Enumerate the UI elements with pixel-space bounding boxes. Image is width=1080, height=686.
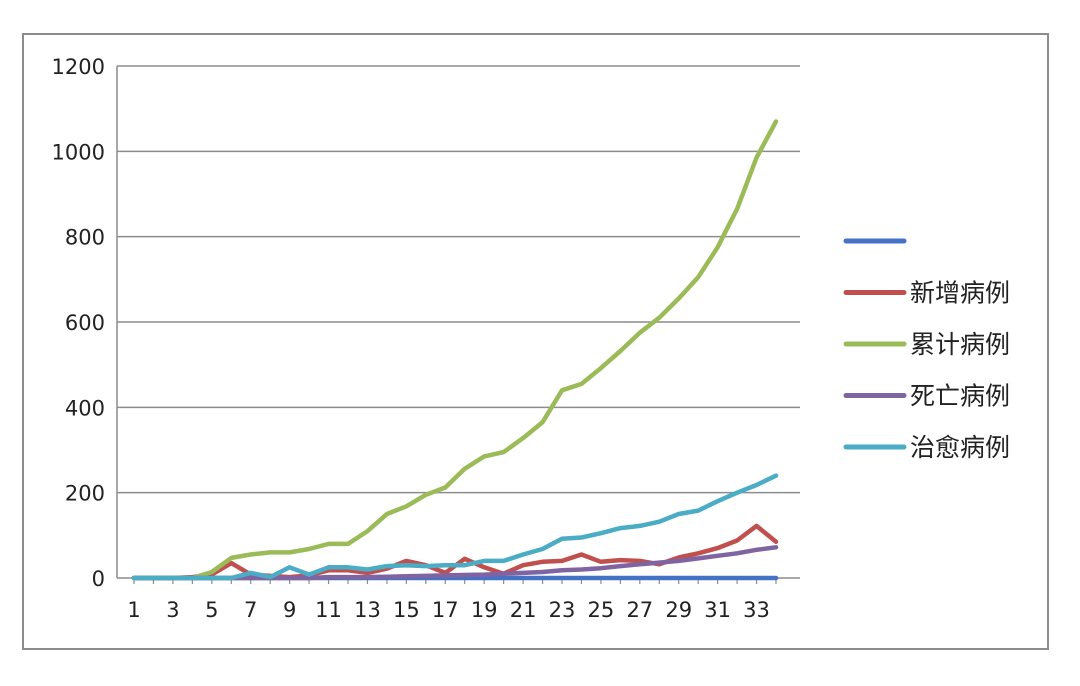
x-tick-label: 7 xyxy=(244,598,257,622)
series-line-2 xyxy=(131,523,779,581)
x-tick-label: 25 xyxy=(588,598,615,622)
x-tick-label: 19 xyxy=(471,598,498,622)
x-tick-label: 21 xyxy=(510,598,537,622)
series-line-3 xyxy=(131,119,779,581)
legend-label-3: 累计病例 xyxy=(910,330,1010,359)
y-tick-label: 400 xyxy=(65,396,105,420)
series-line-5 xyxy=(131,473,779,581)
x-tick-label: 11 xyxy=(315,598,342,622)
x-tick-label: 13 xyxy=(354,598,381,622)
x-tick-label: 31 xyxy=(704,598,731,622)
y-tick-label: 600 xyxy=(65,311,105,335)
legend-label-2: 新增病例 xyxy=(910,279,1010,308)
series-line-4 xyxy=(131,545,779,581)
chart-frame: 0 200 400 600 800 1000 1200 1 3 5 7 9 11 13 15 17 19 21 23… xyxy=(22,33,1049,650)
x-tick-label: 1 xyxy=(127,598,140,622)
x-tick-label: 29 xyxy=(665,598,692,622)
x-tick-label: 9 xyxy=(283,598,296,622)
x-tick-label: 23 xyxy=(549,598,576,622)
y-tick-label: 1000 xyxy=(52,140,105,164)
y-tick-label: 800 xyxy=(65,226,105,250)
x-tick-label: 27 xyxy=(626,598,653,622)
y-tick-label: 0 xyxy=(92,567,105,591)
y-tick-label: 200 xyxy=(65,482,105,506)
y-tick-label: 1200 xyxy=(52,55,105,79)
x-tick-label: 15 xyxy=(393,598,420,622)
x-tick-label: 5 xyxy=(205,598,218,622)
x-tick-label: 3 xyxy=(166,598,179,622)
legend-label-5: 治愈病例 xyxy=(910,433,1010,462)
x-tick-label: 33 xyxy=(743,598,770,622)
x-tick-label: 17 xyxy=(432,598,459,622)
legend-label-4: 死亡病例 xyxy=(910,382,1010,411)
